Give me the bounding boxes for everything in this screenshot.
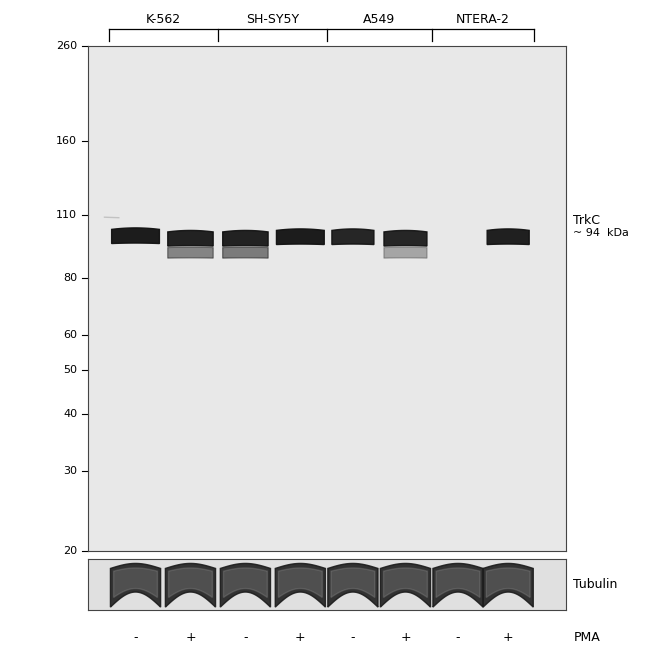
Text: TrkC: TrkC (573, 214, 601, 227)
Polygon shape (486, 568, 530, 597)
Polygon shape (332, 229, 374, 244)
Text: -: - (350, 631, 355, 644)
Polygon shape (275, 563, 326, 607)
Polygon shape (384, 230, 427, 246)
Polygon shape (278, 568, 322, 597)
Text: -: - (133, 631, 138, 644)
Text: +: + (503, 631, 514, 644)
Polygon shape (220, 563, 270, 607)
Polygon shape (483, 563, 533, 607)
Text: SH-SY5Y: SH-SY5Y (246, 13, 299, 26)
Polygon shape (112, 228, 159, 244)
Polygon shape (223, 247, 268, 258)
Text: 260: 260 (56, 40, 77, 51)
Text: 40: 40 (63, 409, 77, 419)
Text: 110: 110 (57, 210, 77, 220)
Polygon shape (380, 563, 430, 607)
Polygon shape (384, 247, 427, 258)
Text: 60: 60 (63, 329, 77, 340)
Polygon shape (433, 563, 483, 607)
Text: +: + (400, 631, 411, 644)
Text: -: - (243, 631, 248, 644)
Polygon shape (487, 229, 529, 244)
Polygon shape (224, 568, 267, 597)
Polygon shape (114, 568, 157, 597)
Polygon shape (111, 563, 161, 607)
Text: NTERA-2: NTERA-2 (456, 13, 510, 26)
Polygon shape (384, 568, 427, 597)
Text: Tubulin: Tubulin (573, 578, 617, 591)
Polygon shape (168, 568, 213, 597)
Polygon shape (436, 568, 480, 597)
Text: -: - (456, 631, 460, 644)
Text: +: + (295, 631, 306, 644)
Polygon shape (168, 247, 213, 258)
Text: 30: 30 (63, 466, 77, 476)
Polygon shape (276, 229, 324, 244)
Polygon shape (328, 563, 378, 607)
Text: 80: 80 (63, 273, 77, 283)
Text: +: + (185, 631, 196, 644)
Text: PMA: PMA (573, 631, 600, 644)
Text: ~ 94  kDa: ~ 94 kDa (573, 228, 629, 239)
Text: K-562: K-562 (146, 13, 181, 26)
Polygon shape (168, 230, 213, 246)
Polygon shape (331, 568, 375, 597)
Text: 20: 20 (63, 546, 77, 556)
Text: A549: A549 (363, 13, 395, 26)
Polygon shape (223, 230, 268, 246)
Polygon shape (165, 563, 216, 607)
Text: 160: 160 (57, 136, 77, 146)
Text: 50: 50 (63, 365, 77, 376)
